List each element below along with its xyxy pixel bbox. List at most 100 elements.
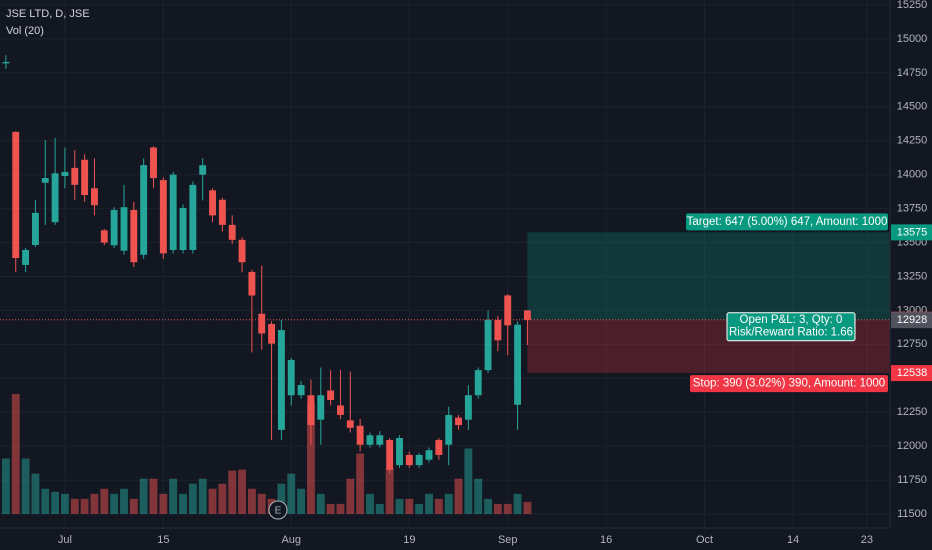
volume-label: Vol (20) [6,25,44,37]
price-label-box [891,312,932,329]
y-tick-label: 12250 [897,406,928,418]
volume-bar [513,493,522,514]
volume-bar [464,448,473,514]
y-tick-label: 13250 [897,270,928,282]
y-tick-label: 12000 [897,440,928,452]
candle-body [366,435,374,445]
candle-body [317,395,325,420]
candle-body [110,209,118,246]
volume-bar [61,493,69,514]
volume-bar [238,469,246,514]
volume-bar [287,473,296,514]
candle-body [120,207,128,251]
candle-body [455,417,462,426]
pnl-box [726,312,856,342]
stop-label: Stop: 390 (3.02%) 390, Amount: 1000 [693,378,885,390]
y-tick-label: 14500 [897,101,928,113]
candle-body [337,405,344,415]
candle-body [159,180,167,254]
candle-body [484,319,492,371]
candle-body [386,440,394,470]
candle-body [41,178,49,183]
volume-bar [100,488,109,514]
volume-bar [228,470,237,514]
volume-bar [336,503,345,514]
pnl-label: Open P&L: 3, Qty: 0 [740,314,843,326]
candle-body [376,435,384,445]
target-label-box [686,213,888,231]
candle-body [81,159,89,196]
volume-bar [493,503,502,514]
volume-bar [179,493,187,514]
volume-bar [503,503,512,514]
volume-bar [484,498,492,514]
candle-body [297,385,305,396]
candle-body [179,207,187,250]
volume-bar [129,498,138,514]
volume-bar [208,488,217,514]
volume-bar [277,483,286,514]
volume-bar [474,478,483,514]
x-tick-label: 15 [157,534,169,546]
x-tick-label: Oct [696,534,713,546]
volume-bar [405,498,414,514]
candle-body [218,199,226,225]
candle-body [425,450,433,460]
volume-bar [247,488,256,514]
y-tick-label: 14750 [897,67,928,79]
volume-bar [90,493,99,514]
x-tick-label: 16 [600,534,612,546]
candle-body [287,359,295,396]
candle-body [209,190,216,216]
y-tick-label: 12750 [897,338,928,350]
candle-body [494,319,502,341]
volume-bar [188,483,197,514]
volume-bar [415,503,424,514]
candle-body [12,131,20,259]
candle-body [445,414,453,445]
volume-bar [454,478,463,514]
candle-body [169,174,177,250]
volume-bar [444,493,453,514]
volume-bar [1,458,10,514]
volume-bar [120,488,128,514]
candle-body [396,437,403,466]
y-tick-label: 13750 [897,203,928,215]
x-tick-label: Jul [58,534,72,546]
volume-bar [297,488,306,514]
stop-label-box [690,375,888,393]
target-zone [527,232,890,320]
volume-bar [425,493,433,514]
volume-bar [356,453,365,514]
candle-body [258,313,266,334]
volume-bar [385,468,394,514]
candle-body [346,420,354,428]
candle-body [150,147,157,179]
candle-body [435,440,443,455]
candle-body [130,209,138,263]
volume-bar [159,493,168,514]
volume-bar [198,478,207,514]
volume-bar [316,493,325,514]
volume-bar [80,498,89,514]
volume-bar [395,498,404,514]
x-tick-label: Sep [498,534,518,546]
x-tick-label: 23 [861,534,873,546]
candle-body [307,395,315,426]
price-label: 12928 [897,314,928,326]
candle-body [199,165,207,175]
volume-bar [11,394,20,514]
volume-bar [326,503,335,514]
volume-bar [366,493,374,514]
price-label-box [891,365,932,382]
candle-body [514,324,522,405]
candle-body [238,239,246,263]
target-label: Target: 647 (5.00%) 647, Amount: 1000 [687,216,888,228]
candle-body [22,249,30,265]
candle-body [2,62,10,64]
price-label-box [891,224,932,241]
x-tick-label: 19 [403,534,415,546]
candle-body [248,271,256,296]
volume-bar [51,491,60,514]
volume-bar [149,478,158,514]
